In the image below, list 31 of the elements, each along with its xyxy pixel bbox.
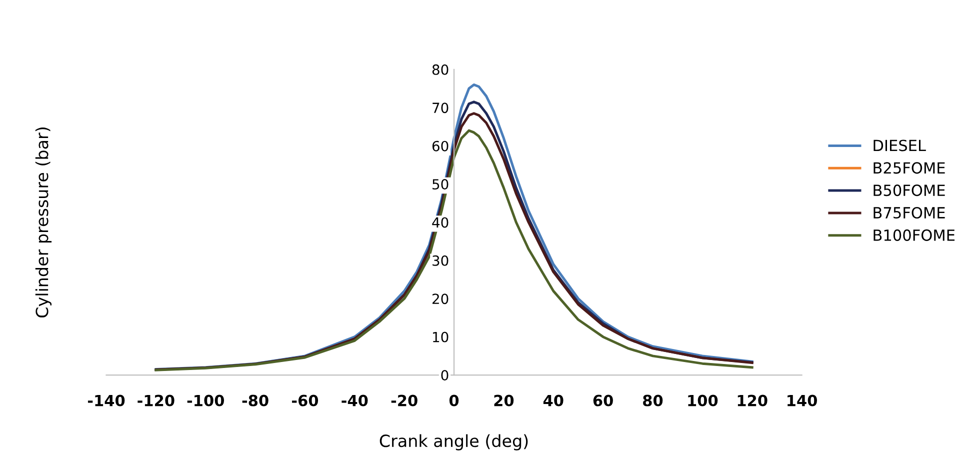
x-axis-title: Crank angle (deg) <box>380 434 528 450</box>
x-tick-label: -100 <box>187 394 224 406</box>
x-tick-label: -20 <box>391 394 418 406</box>
x-tick-label: 140 <box>788 394 817 406</box>
legend-label: B50FOME <box>874 184 945 196</box>
y-tick-label: 40 <box>432 217 448 228</box>
x-tick-label: 80 <box>643 394 663 406</box>
x-tick-label: -80 <box>242 394 268 406</box>
legend-label: B25FOME <box>874 162 945 174</box>
x-tick-label: -120 <box>138 394 174 406</box>
x-tick-label: -40 <box>342 394 368 406</box>
x-tick-label: 60 <box>593 394 613 406</box>
x-tick-label: 40 <box>543 394 564 406</box>
y-tick-label: 30 <box>432 255 448 266</box>
y-tick-label: 10 <box>433 332 448 342</box>
legend-label: B75FOME <box>874 206 945 219</box>
y-tick-label: 80 <box>432 64 448 75</box>
y-tick-label: 70 <box>432 102 448 114</box>
x-tick-label: 100 <box>688 394 718 406</box>
legend-label: DIESEL <box>874 140 926 152</box>
x-tick-label: 20 <box>494 394 514 406</box>
x-tick-label: 120 <box>738 394 768 406</box>
legend-label: B100FOME <box>874 229 955 241</box>
y-axis-title: Cylinder pressure (bar) <box>35 128 52 318</box>
x-tick-label: -60 <box>292 394 318 406</box>
x-tick-label: -140 <box>88 394 125 406</box>
x-tick-label: 0 <box>449 394 459 406</box>
y-tick-label: 20 <box>432 294 448 304</box>
y-tick-label: 0 <box>441 370 448 381</box>
y-tick-label: 50 <box>432 179 448 190</box>
y-tick-label: 60 <box>432 140 448 152</box>
